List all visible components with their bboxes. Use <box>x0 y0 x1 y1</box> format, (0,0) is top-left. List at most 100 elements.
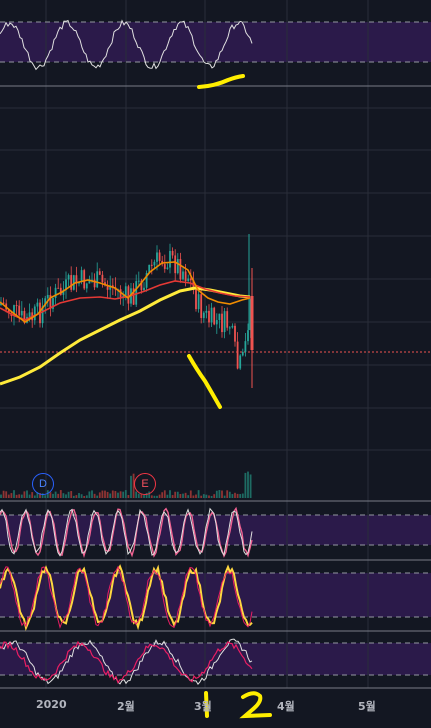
candle-body <box>239 355 242 369</box>
volume-bar <box>96 495 99 498</box>
candle-body <box>67 275 70 280</box>
candle-body <box>65 279 67 290</box>
candle-body <box>80 270 83 282</box>
annotation-one <box>204 691 209 718</box>
x-axis-label-2020: 2020 <box>36 698 67 711</box>
candle-body <box>205 310 208 313</box>
volume-bar <box>20 494 23 498</box>
event-marker-earnings[interactable]: E <box>134 473 156 495</box>
candle-body <box>213 307 216 325</box>
volume-bar <box>0 494 2 498</box>
candle-body <box>200 294 203 318</box>
volume-bar <box>179 493 182 498</box>
volume-bar <box>213 494 216 498</box>
volume-bar <box>192 495 195 498</box>
volume-bar <box>195 494 197 498</box>
volume-bar <box>169 490 171 498</box>
volume-bar <box>18 494 21 498</box>
volume-bar <box>52 493 54 498</box>
volume-bar <box>171 495 174 498</box>
annotation-stroke-rsi <box>197 74 245 89</box>
candle-body <box>96 271 99 288</box>
volume-bar <box>156 495 158 498</box>
moving-averages <box>0 261 251 386</box>
x-axis-label-may: 5월 <box>358 700 376 713</box>
volume-bar <box>215 490 218 498</box>
candle-body <box>247 330 249 342</box>
volume-bar <box>176 491 179 498</box>
event-marker-dividend[interactable]: D <box>32 473 54 495</box>
volume-bar <box>46 490 49 498</box>
volume-bar <box>85 495 88 498</box>
volume-bar <box>202 494 205 498</box>
candle-body <box>197 294 200 310</box>
candle-body <box>20 310 23 316</box>
volume-bar <box>93 493 96 498</box>
x-axis-label-feb: 2월 <box>117 700 135 713</box>
volume-bar <box>23 491 26 498</box>
candle-body <box>85 283 88 289</box>
candle-body <box>182 271 184 280</box>
candle-body <box>70 275 73 290</box>
candle-body <box>46 294 49 299</box>
volume-bar <box>106 491 109 498</box>
annotation-two <box>239 691 272 719</box>
candle-body <box>140 280 143 291</box>
candle-body <box>226 311 229 328</box>
volume-bar <box>210 495 213 498</box>
volume-bar <box>200 495 203 498</box>
volume-bar <box>36 492 39 498</box>
volume-bar <box>7 494 10 498</box>
volume-bar <box>153 495 156 498</box>
volume-bar <box>31 492 34 498</box>
candle-body <box>109 285 112 290</box>
candle-body <box>153 261 156 266</box>
stoch-slow-k-line <box>0 564 253 632</box>
candle-body <box>195 289 197 310</box>
stochastic-indicator <box>0 506 253 559</box>
volume-bar <box>135 491 138 498</box>
volume-bar <box>122 491 125 498</box>
volume-bar <box>231 494 234 498</box>
rsi-line <box>0 19 253 71</box>
volume-bar <box>91 490 93 498</box>
volume-bar <box>59 490 62 498</box>
candle-body <box>106 285 109 290</box>
candle-body <box>208 310 210 323</box>
candle-body <box>101 274 104 283</box>
volume-bar <box>174 491 177 498</box>
volume-bar <box>150 495 153 498</box>
volume-bar <box>239 494 242 498</box>
volume-bar <box>145 492 148 498</box>
volume-bar <box>132 473 135 498</box>
volume-bar <box>247 471 249 498</box>
candle-body <box>135 281 138 305</box>
candle-body <box>72 275 75 290</box>
candle-body <box>179 258 182 280</box>
candle-body <box>228 327 231 329</box>
candle-body <box>184 271 187 282</box>
candle-body <box>132 288 135 305</box>
volume-bar <box>78 493 80 498</box>
volume-bar <box>67 491 70 498</box>
candle-body <box>28 312 31 317</box>
candle-body <box>18 305 21 316</box>
candle-body <box>215 320 218 325</box>
volume-bar <box>39 493 41 498</box>
candle-body <box>244 341 247 352</box>
candle-body <box>171 250 174 256</box>
indicator-bands <box>0 22 431 675</box>
volume-bar <box>158 494 161 498</box>
candle-body <box>59 287 62 295</box>
volume-bar <box>221 490 223 498</box>
stoch-slow-d-line <box>0 565 253 629</box>
candle-body <box>231 325 234 328</box>
volume-bar <box>83 495 86 498</box>
volume-bar <box>65 494 67 498</box>
candle-body <box>93 279 96 288</box>
volume-bar <box>119 491 122 498</box>
osc-main-line <box>0 638 253 685</box>
volume-bar <box>223 495 226 498</box>
